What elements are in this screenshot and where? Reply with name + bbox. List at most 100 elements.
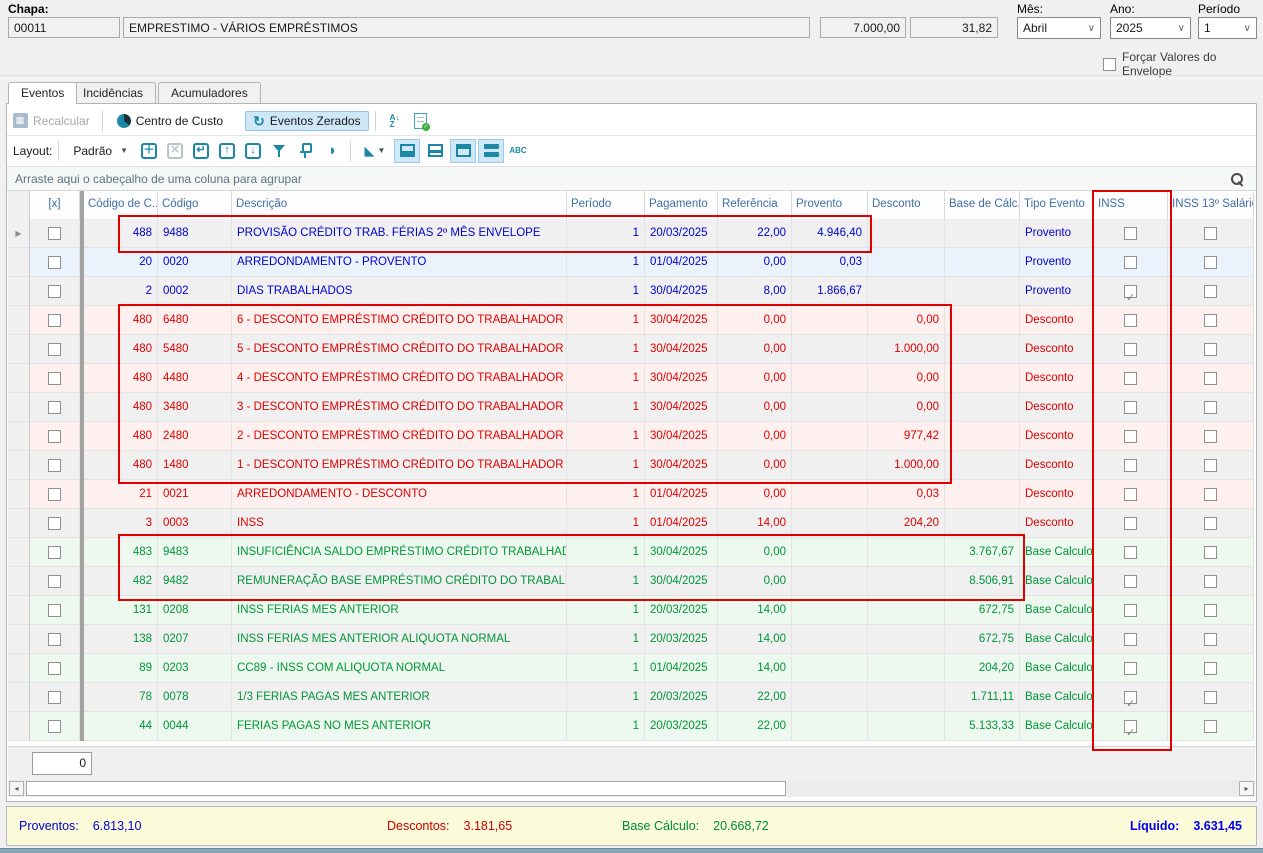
table-row[interactable]: 78 0078 1/3 FERIAS PAGAS MES ANTERIOR 1 … <box>8 683 1254 712</box>
cell-referencia[interactable]: 22,00 <box>718 683 792 712</box>
cell-desconto[interactable]: 1.000,00 <box>868 451 945 480</box>
scroll-right-button[interactable]: ▸ <box>1239 781 1254 796</box>
mes-dropdown[interactable]: Abril ∨ <box>1017 17 1101 39</box>
cell-descricao[interactable]: 2 - DESCONTO EMPRÉSTIMO CRÉDITO DO TRABA… <box>232 422 567 451</box>
cell-base-calculo[interactable] <box>945 364 1020 393</box>
cell-periodo[interactable]: 1 <box>567 509 645 538</box>
cell-provento[interactable] <box>792 567 868 596</box>
inss-checkbox[interactable] <box>1124 226 1137 240</box>
cell-codigo[interactable]: 0207 <box>158 625 232 654</box>
cell-desconto[interactable] <box>868 538 945 567</box>
cell-codigo[interactable]: 2480 <box>158 422 232 451</box>
cell-pagamento[interactable]: 30/04/2025 <box>645 451 718 480</box>
valor-field[interactable]: 7.000,00 <box>820 17 906 38</box>
row-select-cell[interactable] <box>30 538 80 567</box>
row-select-checkbox[interactable] <box>48 574 61 588</box>
cell-codigo-cc[interactable]: 2 <box>84 277 158 306</box>
cell-pagamento[interactable]: 30/04/2025 <box>645 422 718 451</box>
inss13-checkbox[interactable] <box>1204 516 1217 530</box>
cell-base-calculo[interactable] <box>945 277 1020 306</box>
cell-referencia[interactable]: 22,00 <box>718 712 792 741</box>
inss-checkbox[interactable] <box>1124 603 1137 617</box>
table-row[interactable]: 3 0003 INSS 1 01/04/2025 14,00 204,20 De… <box>8 509 1254 538</box>
cell-tipo-evento[interactable]: Desconto <box>1020 306 1094 335</box>
cell-tipo-evento[interactable]: Desconto <box>1020 393 1094 422</box>
row-select-checkbox[interactable] <box>48 603 61 617</box>
cell-descricao[interactable]: 6 - DESCONTO EMPRÉSTIMO CRÉDITO DO TRABA… <box>232 306 567 335</box>
header-provento[interactable]: Provento <box>792 191 868 219</box>
cell-codigo-cc[interactable]: 488 <box>84 219 158 248</box>
cell-codigo-cc[interactable]: 89 <box>84 654 158 683</box>
delete-icon[interactable]: ✕ <box>164 140 186 162</box>
cell-referencia[interactable]: 14,00 <box>718 596 792 625</box>
row-select-cell[interactable] <box>30 480 80 509</box>
table-row[interactable]: 89 0203 CC89 - INSS COM ALIQUOTA NORMAL … <box>8 654 1254 683</box>
header-inss-13[interactable]: INSS 13º Salário <box>1168 191 1254 219</box>
cell-referencia[interactable]: 8,00 <box>718 277 792 306</box>
cell-codigo[interactable]: 9483 <box>158 538 232 567</box>
cell-base-calculo[interactable]: 5.133,33 <box>945 712 1020 741</box>
cell-codigo[interactable]: 0078 <box>158 683 232 712</box>
cell-referencia[interactable]: 0,00 <box>718 306 792 335</box>
inss13-checkbox[interactable] <box>1204 690 1217 704</box>
row-select-cell[interactable] <box>30 509 80 538</box>
row-select-cell[interactable] <box>30 712 80 741</box>
cell-provento[interactable]: 0,03 <box>792 248 868 277</box>
cell-codigo[interactable]: 1480 <box>158 451 232 480</box>
cell-pagamento[interactable]: 20/03/2025 <box>645 625 718 654</box>
cell-codigo-cc[interactable]: 483 <box>84 538 158 567</box>
cell-descricao[interactable]: INSS <box>232 509 567 538</box>
view-top-panel-toggle[interactable] <box>450 138 476 163</box>
inss-checkbox[interactable] <box>1124 429 1137 443</box>
inss13-checkbox[interactable] <box>1204 603 1217 617</box>
inss-checkbox[interactable] <box>1124 719 1137 740</box>
cell-provento[interactable] <box>792 480 868 509</box>
view-stacked-rows-toggle[interactable] <box>478 138 504 163</box>
row-select-cell[interactable] <box>30 625 80 654</box>
row-select-cell[interactable] <box>30 422 80 451</box>
table-row[interactable]: 482 9482 REMUNERAÇÃO BASE EMPRÉSTIMO CRÉ… <box>8 567 1254 596</box>
row-select-checkbox[interactable] <box>48 400 61 414</box>
inss-checkbox[interactable] <box>1124 632 1137 646</box>
cell-provento[interactable] <box>792 364 868 393</box>
cell-descricao[interactable]: 1 - DESCONTO EMPRÉSTIMO CRÉDITO DO TRABA… <box>232 451 567 480</box>
cell-pagamento[interactable]: 30/04/2025 <box>645 335 718 364</box>
row-select-checkbox[interactable] <box>48 429 61 443</box>
view-split-rows-toggle[interactable] <box>422 139 448 163</box>
cell-provento[interactable]: 4.946,40 <box>792 219 868 248</box>
row-select-checkbox[interactable] <box>48 255 61 269</box>
cell-desconto[interactable] <box>868 277 945 306</box>
cell-codigo[interactable]: 6480 <box>158 306 232 335</box>
cell-pagamento[interactable]: 30/04/2025 <box>645 538 718 567</box>
cell-periodo[interactable]: 1 <box>567 654 645 683</box>
cell-desconto[interactable]: 0,03 <box>868 480 945 509</box>
cell-pagamento[interactable]: 30/04/2025 <box>645 567 718 596</box>
inss-checkbox[interactable] <box>1124 545 1137 559</box>
cell-codigo[interactable]: 5480 <box>158 335 232 364</box>
cell-pagamento[interactable]: 20/03/2025 <box>645 219 718 248</box>
report-check-icon[interactable]: ✓ <box>410 110 432 132</box>
cell-tipo-evento[interactable]: Base Calculo <box>1020 654 1094 683</box>
cell-pagamento[interactable]: 20/03/2025 <box>645 596 718 625</box>
row-select-checkbox[interactable] <box>48 690 61 704</box>
table-row[interactable]: 480 2480 2 - DESCONTO EMPRÉSTIMO CRÉDITO… <box>8 422 1254 451</box>
cell-base-calculo[interactable]: 1.711,11 <box>945 683 1020 712</box>
inss13-checkbox[interactable] <box>1204 255 1217 269</box>
cell-referencia[interactable]: 0,00 <box>718 335 792 364</box>
row-select-checkbox[interactable] <box>48 371 61 385</box>
inss-checkbox[interactable] <box>1124 661 1137 675</box>
cell-descricao[interactable]: CC89 - INSS COM ALIQUOTA NORMAL <box>232 654 567 683</box>
row-select-cell[interactable] <box>30 451 80 480</box>
table-row[interactable]: 2 0002 DIAS TRABALHADOS 1 30/04/2025 8,0… <box>8 277 1254 306</box>
tab-acumuladores[interactable]: Acumuladores <box>158 82 261 103</box>
cell-descricao[interactable]: PROVISÃO CRÉDITO TRAB. FÉRIAS 2º MÊS ENV… <box>232 219 567 248</box>
header-desconto[interactable]: Desconto <box>868 191 945 219</box>
cell-descricao[interactable]: DIAS TRABALHADOS <box>232 277 567 306</box>
cell-provento[interactable] <box>792 625 868 654</box>
cell-descricao[interactable]: 5 - DESCONTO EMPRÉSTIMO CRÉDITO DO TRABA… <box>232 335 567 364</box>
row-select-checkbox[interactable] <box>48 284 61 298</box>
row-select-checkbox[interactable] <box>48 661 61 675</box>
cell-descricao[interactable]: INSS FERIAS MES ANTERIOR <box>232 596 567 625</box>
cell-codigo[interactable]: 9488 <box>158 219 232 248</box>
cell-codigo[interactable]: 3480 <box>158 393 232 422</box>
